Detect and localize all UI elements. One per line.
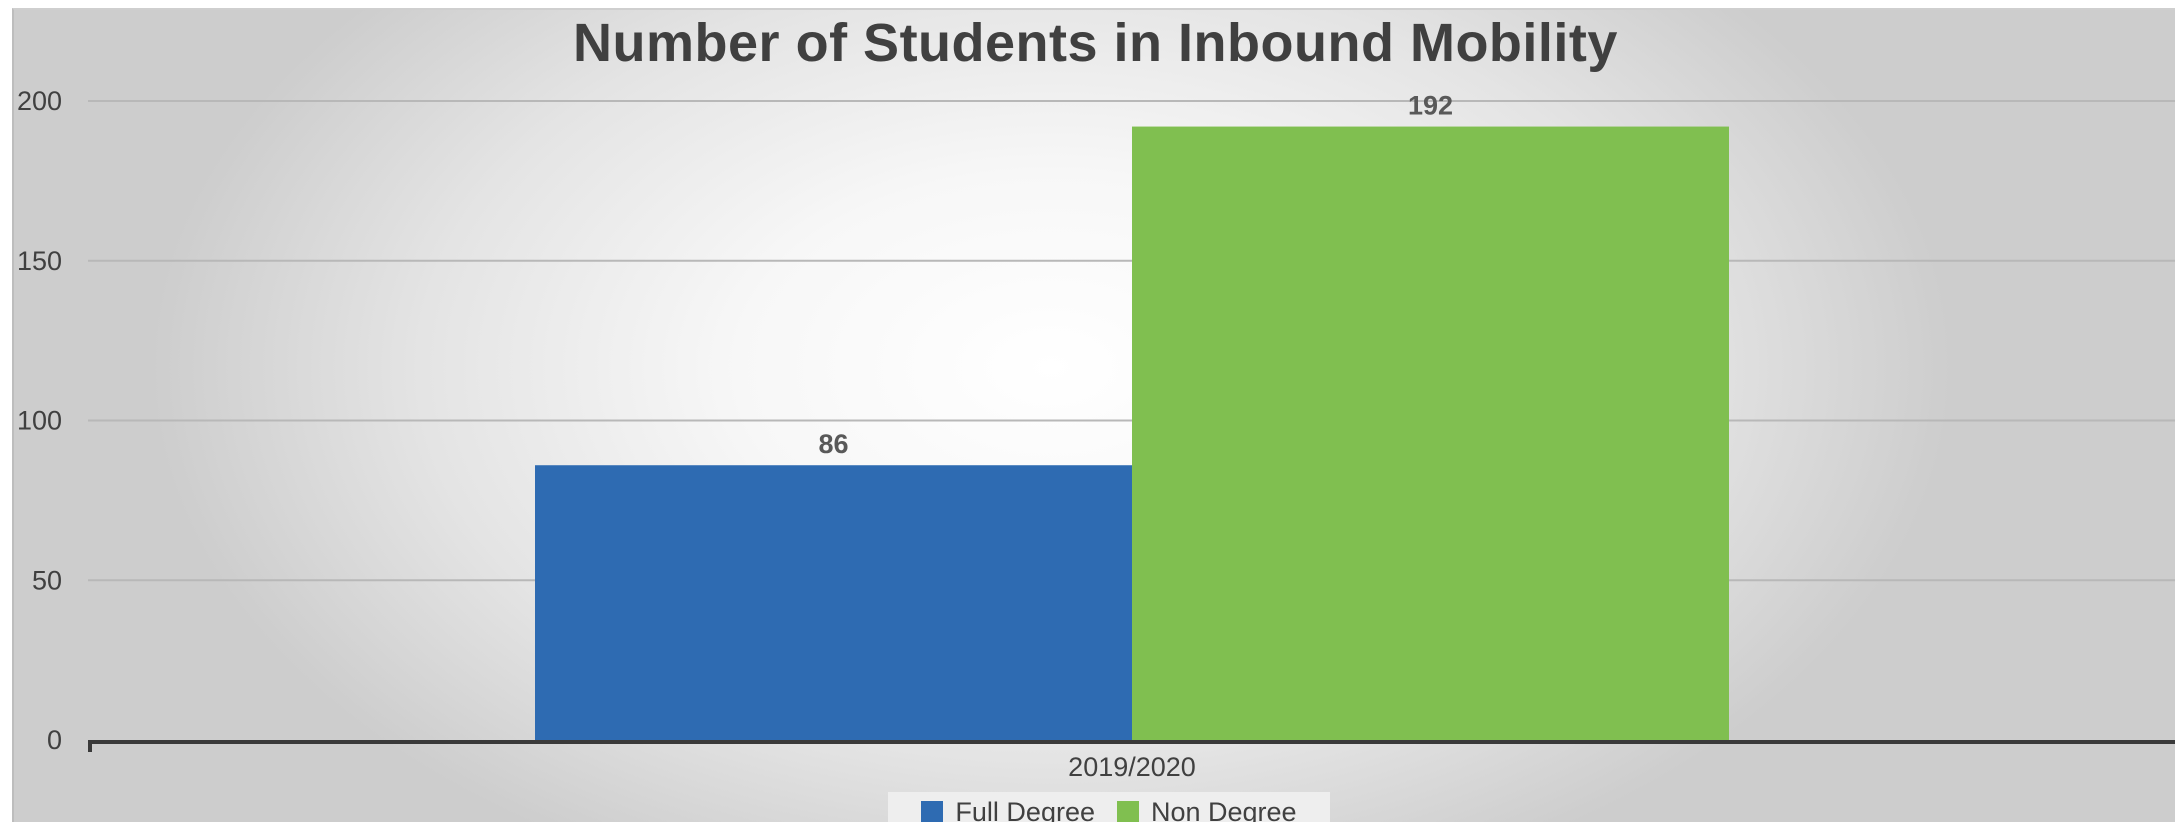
data-labels: 86 192 — [818, 91, 1453, 460]
bar-non-degree — [1132, 126, 1729, 740]
data-label: 86 — [818, 429, 848, 459]
plot-area: 0 50 100 150 200 86 192 2019/2020 — [17, 86, 2175, 782]
y-axis-tick-labels: 0 50 100 150 200 — [17, 86, 62, 755]
y-tick-label: 100 — [17, 406, 62, 436]
bars — [535, 126, 1729, 740]
bar-full-degree — [535, 465, 1132, 740]
legend-item-full-degree: Full Degree — [921, 797, 1095, 822]
legend-swatch-full-degree — [921, 801, 944, 822]
legend: Full Degree Non Degree — [888, 792, 1330, 822]
y-tick-label: 0 — [47, 725, 62, 755]
x-axis-category-label: 2019/2020 — [1068, 752, 1196, 782]
chart-area: Number of Students in Inbound Mobility 0… — [12, 8, 2175, 822]
legend-swatch-non-degree — [1116, 801, 1139, 822]
chart-title: Number of Students in Inbound Mobility — [573, 13, 1618, 73]
y-tick-label: 50 — [32, 565, 62, 595]
legend-item-non-degree: Non Degree — [1116, 796, 1297, 822]
legend-label-full-degree: Full Degree — [955, 796, 1095, 822]
legend-label-non-degree: Non Degree — [1150, 796, 1297, 822]
y-tick-label: 150 — [17, 246, 62, 276]
data-label: 192 — [1408, 91, 1453, 121]
y-tick-label: 200 — [17, 86, 62, 116]
